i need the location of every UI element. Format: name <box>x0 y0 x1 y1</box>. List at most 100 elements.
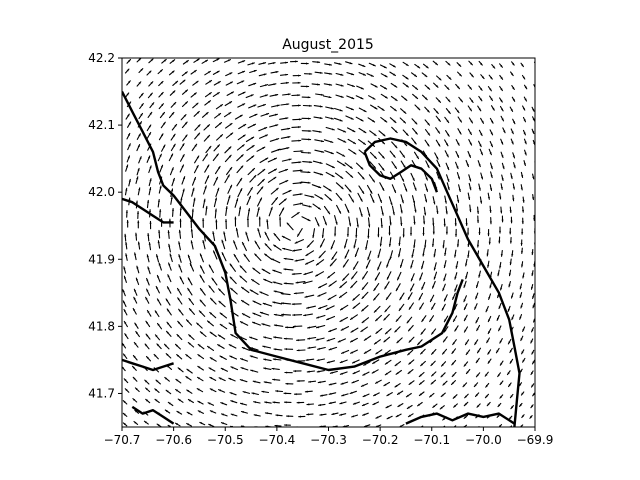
vector-arrowhead <box>303 272 307 275</box>
vector-arrowhead <box>331 257 334 260</box>
vector-arrowhead <box>171 70 175 74</box>
vector-arrowhead <box>272 62 276 65</box>
vector-arrowhead <box>329 383 332 386</box>
vector-arrowhead <box>243 391 246 394</box>
vector-arrowhead <box>451 382 454 385</box>
vector-arrowhead <box>220 324 223 327</box>
vector-arrowhead <box>146 278 149 281</box>
vector-arrowhead <box>511 295 514 299</box>
vector-arrowhead <box>427 165 430 168</box>
vector-arrowhead <box>451 351 455 354</box>
vector-arrowhead <box>360 119 364 121</box>
vector-arrowhead <box>532 118 535 121</box>
vector-arrowhead <box>444 200 447 204</box>
vector-arrowhead <box>351 96 354 99</box>
vector-arrowhead <box>284 392 287 395</box>
vector-arrowhead <box>329 63 332 66</box>
vector-arrowhead <box>166 390 169 393</box>
vector-arrowhead <box>272 367 275 370</box>
vector-arrowhead <box>350 391 353 394</box>
vector-arrowhead <box>221 368 224 371</box>
vector-arrowhead <box>421 331 424 335</box>
vector-arrowhead <box>374 309 377 313</box>
vector-arrowhead <box>453 404 456 408</box>
x-tick-label: −69.9 <box>517 433 554 447</box>
vector-arrowhead <box>332 165 335 168</box>
vector-arrowhead <box>261 323 265 326</box>
vector-arrowhead <box>351 84 355 87</box>
vector-arrowhead <box>193 70 197 73</box>
vector-arrowhead <box>463 384 466 387</box>
vector-arrowhead <box>363 109 367 112</box>
vector-arrowhead <box>251 392 255 395</box>
vector-arrowhead <box>412 201 416 204</box>
vector-arrowhead <box>160 92 164 95</box>
vector-arrowhead <box>320 244 323 248</box>
vector-arrowhead <box>285 326 288 329</box>
vector-arrowhead <box>263 336 266 339</box>
vector-arrowhead <box>410 288 413 291</box>
vector-arrowhead <box>414 187 417 191</box>
vector-arrowhead <box>128 179 131 182</box>
vector-arrowhead <box>386 297 389 300</box>
vector-arrowhead <box>347 210 349 213</box>
vector-arrowhead <box>508 284 511 287</box>
vector-arrowhead <box>477 404 480 408</box>
vector-arrowhead <box>242 103 245 106</box>
vector-arrowhead <box>384 309 388 312</box>
vector-arrowhead <box>163 145 165 148</box>
vector-arrowhead <box>215 177 218 180</box>
vector-arrowhead <box>253 104 256 107</box>
vector-arrowhead <box>178 367 181 371</box>
vector-arrowhead <box>138 58 141 61</box>
vector-arrowhead <box>453 396 456 399</box>
vector-arrowhead <box>384 87 387 89</box>
vector-arrowhead <box>488 360 491 364</box>
vector-arrowhead <box>138 81 141 85</box>
vector-arrowhead <box>500 254 503 257</box>
vector-arrowhead <box>447 179 450 182</box>
vector-arrowhead <box>330 371 333 374</box>
vector-arrowhead <box>463 299 466 302</box>
vector-arrowhead <box>432 231 435 234</box>
vector-arrowhead <box>490 132 493 135</box>
vector-arrowhead <box>318 403 321 407</box>
vector-arrowhead <box>159 154 162 157</box>
vector-arrowhead <box>315 274 319 277</box>
vector-arrowhead <box>331 174 335 177</box>
vector-arrowhead <box>137 220 140 224</box>
vector-arrowhead <box>297 81 301 84</box>
vector-arrowhead <box>220 356 223 358</box>
vector-arrowhead <box>388 244 392 247</box>
vector-arrowhead <box>509 350 512 353</box>
vector-arrowhead <box>245 232 248 235</box>
coastline-segment <box>405 412 516 425</box>
vector-arrowhead <box>320 197 323 200</box>
vector-arrowhead <box>424 74 427 77</box>
vector-arrowhead <box>417 403 421 406</box>
vector-arrowhead <box>259 198 262 201</box>
vector-arrowhead <box>388 232 391 235</box>
vector-arrowhead <box>442 417 446 420</box>
vector-arrowhead <box>251 279 255 282</box>
vector-arrowhead <box>154 354 157 357</box>
vector-arrowhead <box>306 306 310 309</box>
vector-arrowhead <box>500 382 503 385</box>
vector-arrowhead <box>135 233 138 236</box>
vector-arrowhead <box>274 324 277 327</box>
vector-arrowhead <box>375 351 379 354</box>
vector-arrowhead <box>350 175 353 178</box>
vector-arrowhead <box>475 320 478 323</box>
vector-arrowhead <box>202 218 205 221</box>
vector-arrowhead <box>298 74 301 77</box>
vector-arrowhead <box>393 108 397 111</box>
vector-arrowhead <box>408 296 411 300</box>
vector-arrowhead <box>200 331 203 334</box>
vector-arrowhead <box>196 165 199 168</box>
vector-arrowhead <box>197 377 200 380</box>
vector-arrowhead <box>431 306 434 310</box>
vector-arrowhead <box>415 131 418 135</box>
vector-arrowhead <box>242 60 245 63</box>
vector-arrowhead <box>124 234 127 237</box>
vector-arrowhead <box>476 244 480 248</box>
